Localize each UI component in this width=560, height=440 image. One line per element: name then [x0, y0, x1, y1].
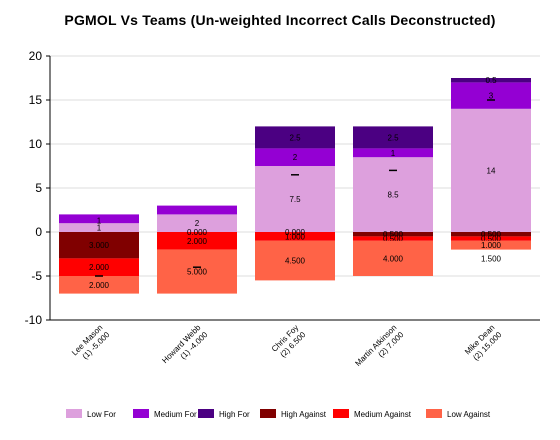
bar-segment: [353, 232, 433, 237]
data-label: 1: [391, 149, 396, 158]
data-label: 0.5: [485, 76, 497, 85]
legend-swatch: [133, 409, 149, 418]
y-tick-label: 5: [35, 181, 42, 195]
data-label: 2.000: [187, 237, 208, 246]
data-label: 1.000: [481, 241, 502, 250]
bar-segment: [353, 240, 433, 276]
legend-swatch: [260, 409, 276, 418]
data-label: 1.000: [285, 232, 306, 241]
y-tick-label: -10: [25, 313, 43, 327]
bar-segment: [353, 126, 433, 149]
bar-segment: [255, 232, 335, 241]
legend-label: Medium For: [154, 410, 197, 419]
legend-label: Low For: [87, 410, 116, 419]
bar-segment: [451, 108, 531, 232]
bar-segment: [157, 214, 237, 232]
data-label: 0.500: [481, 235, 502, 244]
data-label: 2: [195, 219, 200, 228]
x-tick-label: Chris Foy(2) 6.500: [270, 323, 308, 359]
data-label: 0.000: [187, 228, 208, 237]
data-label: 3.000: [89, 241, 110, 250]
x-tick-label: Lee Mason(1) -5.000: [70, 323, 112, 361]
bar-segment: [255, 240, 335, 281]
legend-label: Medium Against: [354, 410, 412, 419]
legend-swatch: [198, 409, 214, 418]
data-label: 0.500: [383, 230, 404, 239]
data-label: 1: [97, 224, 102, 233]
bar-segment: [451, 232, 531, 237]
legend-swatch: [426, 409, 442, 418]
bar-segment: [59, 258, 139, 276]
y-tick-label: -5: [31, 269, 42, 283]
bar-segment: [451, 78, 531, 83]
y-tick-label: 10: [29, 137, 43, 151]
data-label: 2: [293, 153, 298, 162]
legend-label: High For: [219, 410, 250, 419]
data-label: 5.000: [187, 268, 208, 277]
data-label: 0.500: [481, 230, 502, 239]
legend-swatch: [333, 409, 349, 418]
data-label: 0.000: [285, 228, 306, 237]
data-label: 14: [487, 166, 496, 175]
bar-segment: [255, 126, 335, 149]
bar-segment: [59, 232, 139, 259]
data-label: 7.5: [289, 195, 301, 204]
bar-segment: [353, 236, 433, 241]
bar-segment: [451, 82, 531, 109]
legend-label: High Against: [281, 410, 327, 419]
legend-label: Low Against: [447, 410, 491, 419]
data-label: 2.000: [89, 281, 110, 290]
y-tick-label: 15: [29, 93, 43, 107]
bar-segment: [353, 148, 433, 158]
data-label: 8.5: [387, 191, 399, 200]
data-label: 1: [97, 217, 102, 226]
bar-segment: [451, 236, 531, 241]
bar-segment: [157, 205, 237, 215]
data-label: 2.5: [289, 133, 301, 142]
x-tick-label: Martin Atkinson(2) 7.000: [353, 323, 405, 368]
x-tick-label: Mike Dean(2) 15.000: [463, 323, 504, 362]
bar-segment: [157, 249, 237, 294]
data-label: 2.5: [387, 133, 399, 142]
data-label: 4.000: [383, 254, 404, 263]
data-label: 3: [489, 92, 494, 101]
chart-title: PGMOL Vs Teams (Un-weighted Incorrect Ca…: [64, 12, 496, 28]
x-tick-label: Howard Webb(1) -4.000: [160, 323, 210, 365]
bar-segment: [451, 240, 531, 250]
bar-segment: [255, 148, 335, 166]
bar-segment: [59, 276, 139, 294]
y-tick-label: 20: [29, 49, 43, 63]
bar-segment: [59, 214, 139, 224]
bar-segment: [157, 232, 237, 250]
data-label: 0.500: [383, 235, 404, 244]
legend-swatch: [66, 409, 82, 418]
data-label: 2.000: [89, 263, 110, 272]
y-tick-label: 0: [35, 225, 42, 239]
bar-segment: [255, 166, 335, 232]
bar-segment: [59, 223, 139, 232]
data-label: 1.500: [481, 254, 502, 263]
data-label: 4.500: [285, 257, 306, 266]
